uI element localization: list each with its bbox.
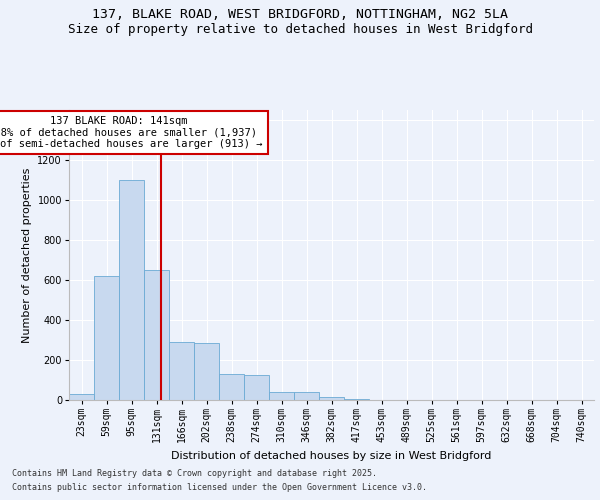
Y-axis label: Number of detached properties: Number of detached properties [22,168,32,342]
Bar [244,375,269,400]
Text: Contains public sector information licensed under the Open Government Licence v3: Contains public sector information licen… [12,484,427,492]
Bar [119,180,144,400]
Bar [94,276,119,400]
Bar [269,392,294,400]
Bar [344,399,369,400]
Text: Contains HM Land Registry data © Crown copyright and database right 2025.: Contains HM Land Registry data © Crown c… [12,468,377,477]
Text: 137 BLAKE ROAD: 141sqm
← 68% of detached houses are smaller (1,937)
32% of semi-: 137 BLAKE ROAD: 141sqm ← 68% of detached… [0,116,263,149]
Bar [194,343,219,400]
Bar [219,374,244,400]
Text: 137, BLAKE ROAD, WEST BRIDGFORD, NOTTINGHAM, NG2 5LA: 137, BLAKE ROAD, WEST BRIDGFORD, NOTTING… [92,8,508,20]
Text: Size of property relative to detached houses in West Bridgford: Size of property relative to detached ho… [67,22,533,36]
Bar [144,270,169,400]
Bar [319,397,344,400]
X-axis label: Distribution of detached houses by size in West Bridgford: Distribution of detached houses by size … [172,450,491,460]
Bar [69,394,94,400]
Bar [294,392,319,400]
Bar [169,342,194,400]
